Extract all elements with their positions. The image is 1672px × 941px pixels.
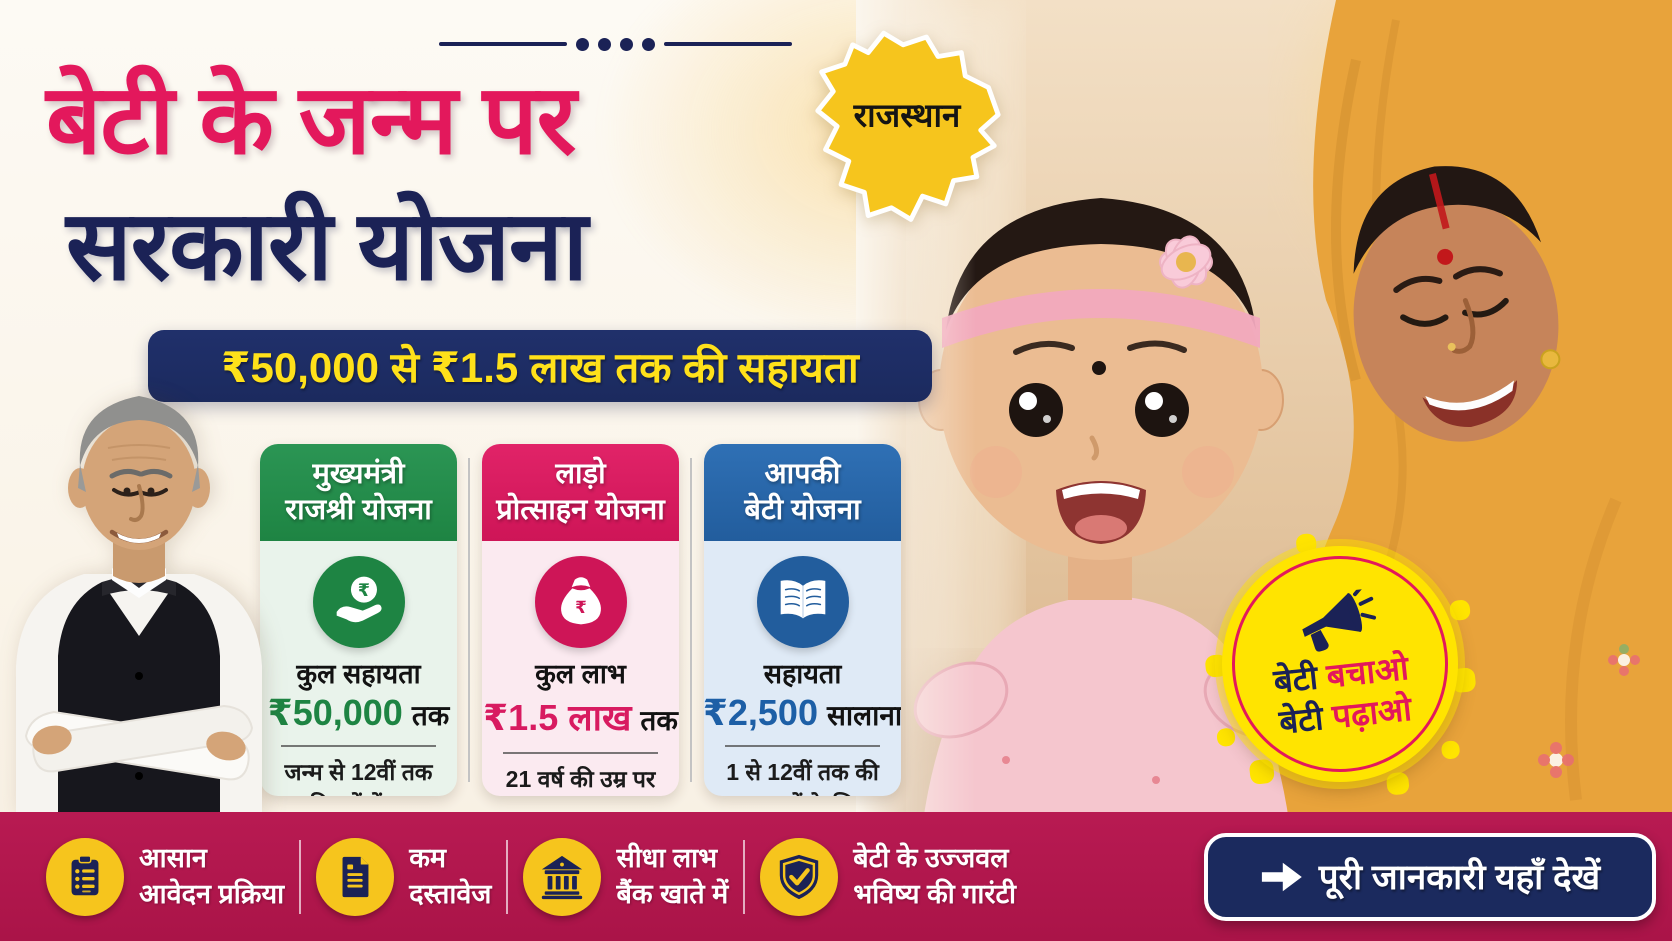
scheme-cards-row: मुख्यमंत्री राजश्री योजना ₹ कुल सहायता ₹…	[260, 444, 901, 796]
svg-text:₹: ₹	[357, 580, 369, 600]
feature-easy-application: आसान आवेदन प्रक्रिया	[46, 837, 284, 916]
card-divider-line	[502, 752, 659, 754]
beti-bachao-badge: बेटी बचाओ बेटी पढ़ाओ	[1210, 534, 1470, 794]
card-divider	[468, 458, 470, 782]
region-label: राजस्थान	[853, 96, 961, 134]
feature-less-documents: कम दस्तावेज	[316, 837, 491, 916]
cta-button[interactable]: पूरी जानकारी यहाँ देखें	[1204, 832, 1656, 921]
scheme-title-line2: राजश्री योजना	[285, 493, 432, 526]
benefit-label: कुल सहायता	[296, 659, 421, 689]
benefit-label: कुल लाभ	[535, 659, 626, 689]
scheme-title-line1: आपकी	[764, 458, 841, 491]
benefit-value: ₹2,500 सालाना	[704, 692, 901, 733]
scheme-title-line1: लाड़ो	[555, 458, 606, 491]
arrow-right-icon	[1260, 858, 1304, 896]
feature-divider	[743, 839, 746, 914]
feature-divider	[299, 839, 302, 914]
cta-label: पूरी जानकारी यहाँ देखें	[1318, 858, 1601, 897]
scheme-card-header: आपकी बेटी योजना	[704, 444, 901, 541]
scheme-detail: 21 वर्ष की उम्र पर मिलेगा बड़ा अमाउंट	[505, 766, 656, 792]
rajasthan-map-badge: राजस्थान	[810, 24, 1004, 248]
document-icon	[316, 837, 395, 916]
feature-divider	[506, 839, 509, 914]
page-title-line2: सरकारी योजना	[66, 191, 588, 300]
card-divider-line	[280, 745, 437, 747]
svg-text:₹: ₹	[575, 598, 587, 617]
scheme-card-lado: लाड़ो प्रोत्साहन योजना ₹ कुल लाभ ₹1.5 ला…	[482, 444, 679, 796]
page-title-line1: बेटी के जन्म पर	[46, 65, 576, 174]
politician-portrait	[0, 336, 278, 814]
scheme-card-aapki-beti: आपकी बेटी योजना सहायता ₹2,500 सालाना 1 स…	[704, 444, 901, 796]
card-divider-line	[724, 745, 881, 747]
bottom-feature-bar: आसान आवेदन प्रक्रिया कम दस्तावेज	[0, 812, 1672, 941]
top-divider-decoration	[430, 34, 800, 54]
scheme-title-line2: बेटी योजना	[744, 493, 861, 526]
badge-ring	[1221, 545, 1459, 783]
scheme-detail: 1 से 12वीं तक की छात्राओं के लिए	[726, 759, 879, 796]
scheme-card-rajshree: मुख्यमंत्री राजश्री योजना ₹ कुल सहायता ₹…	[260, 444, 457, 796]
feature-bright-future: बेटी के उज्जवल भविष्य की गारंटी	[760, 837, 1016, 916]
card-divider	[690, 458, 692, 782]
open-book-icon	[756, 556, 849, 648]
bank-icon	[523, 837, 602, 916]
scheme-card-header: मुख्यमंत्री राजश्री योजना	[260, 444, 457, 541]
scheme-card-header: लाड़ो प्रोत्साहन योजना	[482, 444, 679, 541]
benefit-value: ₹50,000 तक	[267, 692, 450, 733]
scheme-detail: जन्म से 12वीं तक 6 किस्तों में लाभ	[284, 759, 433, 796]
highlight-banner-text: ₹50,000 से ₹1.5 लाख तक की सहायता	[221, 343, 859, 391]
clipboard-checklist-icon	[46, 837, 124, 916]
scheme-title-line2: प्रोत्साहन योजना	[496, 493, 665, 526]
benefit-label: सहायता	[763, 659, 842, 689]
hand-holding-rupee-icon: ₹	[312, 556, 405, 648]
scheme-title-line1: मुख्यमंत्री	[312, 458, 405, 491]
megaphone-icon	[1290, 582, 1382, 657]
shield-check-icon	[760, 837, 839, 916]
highlight-banner: ₹50,000 से ₹1.5 लाख तक की सहायता	[148, 330, 932, 402]
rajasthan-map-icon	[815, 30, 1001, 222]
money-bag-rupee-icon: ₹	[534, 556, 627, 648]
benefit-value: ₹1.5 लाख तक	[483, 697, 678, 738]
feature-direct-benefit: सीधा लाभ बैंक खाते में	[523, 837, 728, 916]
